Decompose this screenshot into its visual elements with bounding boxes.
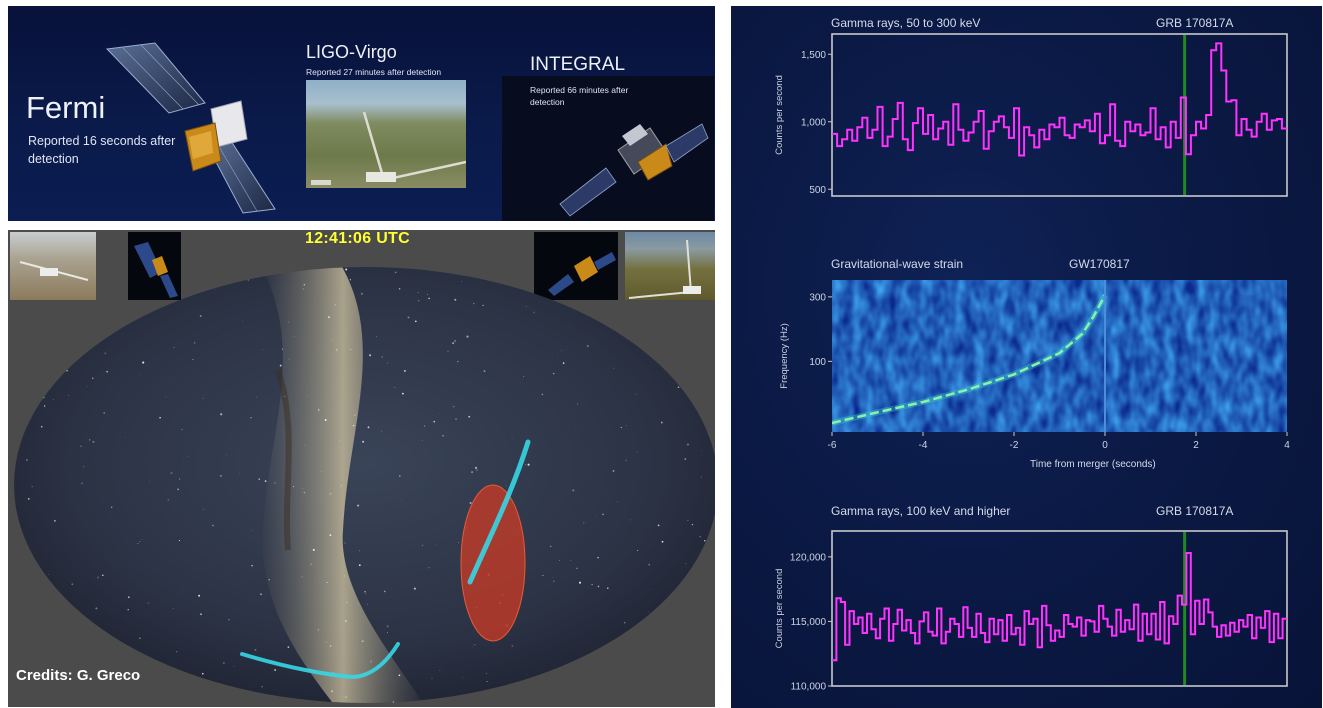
integral-name: INTEGRAL — [530, 54, 626, 75]
chart-3-ylabel: Counts per second — [774, 569, 785, 649]
fermi-thumbnail — [128, 232, 181, 300]
gravitational-wave-spectrogram: -6 -4 -2 0 2 4 100 300 Frequency (Hz) — [779, 280, 1290, 451]
detection-time: 12:41:06 UTC — [305, 230, 410, 247]
sky-map-panel: 12:41:06 UTC — [8, 230, 715, 707]
chart-2-title: Gravitational-wave strain — [831, 257, 964, 271]
chart-1-frame — [831, 33, 1288, 197]
chart-1-title: Gamma rays, 50 to 300 keV — [831, 16, 981, 30]
chart-1-ylabel: Counts per second — [774, 75, 785, 155]
fermi-report-time: Reported 16 seconds after detection — [28, 134, 176, 166]
sky-map-ellipse — [14, 267, 715, 703]
ligo-virgo-report-time: Reported 27 minutes after detection — [306, 67, 442, 77]
ligo-observatory-photo — [306, 80, 466, 188]
spectrogram-ylabel: Frequency (Hz) — [779, 323, 790, 388]
spectrogram-xtick-label: -2 — [1010, 440, 1019, 451]
image-credits: Credits: G. Greco — [16, 667, 141, 684]
spectrogram-xtick-label: 2 — [1193, 440, 1199, 451]
mission-panel: Fermi Reported 16 seconds after detectio… — [8, 6, 715, 221]
chart-3-series-line — [832, 552, 1287, 662]
chart-1-event-label: GRB 170817A — [1156, 16, 1234, 30]
fermi-satellite-image — [105, 42, 276, 214]
chirp-track — [832, 294, 1107, 425]
ligo-virgo-name: LIGO-Virgo — [306, 42, 397, 62]
chart-1-series-line — [832, 42, 1287, 157]
gamma-rays-low-energy-chart: 500 1,000 1,500 Counts per second — [774, 33, 1288, 197]
chart-3-frame — [831, 530, 1288, 687]
ligo-virgo-localization-arc-upper — [467, 439, 531, 585]
spectrogram-ytick-label: 300 — [809, 292, 826, 303]
spectrogram-xtick-label: 0 — [1102, 440, 1108, 451]
chart-1-ytick-label: 500 — [809, 185, 826, 196]
virgo-thumbnail — [625, 232, 715, 300]
chart-1-ytick-label: 1,000 — [801, 117, 826, 128]
spectrogram-xtick-label: 4 — [1284, 440, 1290, 451]
spectrogram-xtick-label: -4 — [919, 440, 928, 451]
integral-thumbnail — [534, 232, 618, 300]
integral-satellite-image — [559, 123, 709, 217]
spectrogram-xtick-label: -6 — [828, 440, 837, 451]
ligo-virgo-localization-arc-lower — [240, 642, 400, 680]
integral-image-frame — [502, 76, 714, 221]
integral-report-time: Reported 66 minutes after detection — [530, 85, 629, 107]
gamma-rays-high-energy-chart: 110,000 115,000 120,000 Counts per second — [774, 530, 1288, 693]
plots-panel: Gamma rays, 50 to 300 keV GRB 170817A 50… — [731, 6, 1322, 708]
fermi-localization-region — [460, 484, 526, 642]
chart-3-title: Gamma rays, 100 keV and higher — [831, 504, 1011, 518]
chart-3-ytick-label: 115,000 — [791, 617, 827, 628]
ligo-thumbnail — [10, 232, 96, 300]
spectrogram-noise — [832, 280, 1287, 432]
spectrogram-ytick-label: 100 — [809, 357, 826, 368]
chart-3-event-label: GRB 170817A — [1156, 504, 1234, 518]
chart-3-ytick-label: 120,000 — [790, 552, 827, 563]
sky-map — [14, 267, 715, 703]
chart-2-xlabel: Time from merger (seconds) — [1030, 459, 1156, 470]
chart-3-ytick-label: 110,000 — [791, 682, 827, 693]
chart-2-event-label: GW170817 — [1069, 257, 1130, 271]
fermi-name: Fermi — [26, 90, 106, 125]
chart-1-ytick-label: 1,500 — [801, 50, 826, 61]
